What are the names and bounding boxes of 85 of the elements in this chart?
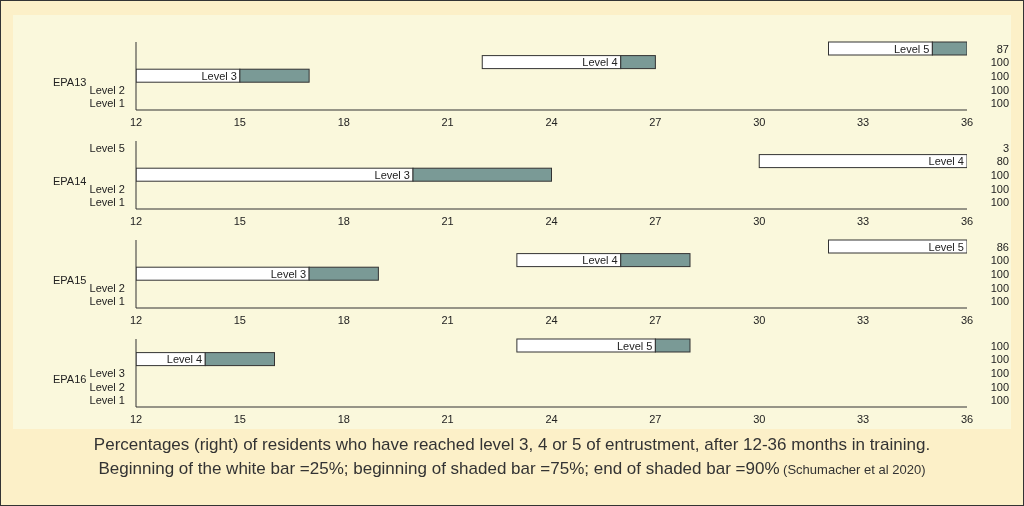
y2-tick-label: 100 bbox=[990, 281, 1009, 294]
x-tick-label: 24 bbox=[545, 412, 558, 425]
y-tick-label: Level 3 bbox=[270, 268, 307, 280]
x-tick-label: 33 bbox=[857, 412, 870, 425]
y-axis-title: EPA16 bbox=[53, 372, 87, 385]
y-tick-label: Level 2 bbox=[89, 281, 125, 294]
x-tick-label: 18 bbox=[337, 214, 350, 227]
x-tick-label: 12 bbox=[129, 214, 143, 227]
x-tick-label: 33 bbox=[857, 115, 870, 128]
x-tick-label: 15 bbox=[233, 313, 246, 326]
y2-tick-label: 87 bbox=[996, 42, 1009, 55]
y-tick-label: Level 4 bbox=[166, 353, 203, 366]
y-tick-label: Level 5 bbox=[928, 240, 964, 253]
x-tick-label: 15 bbox=[233, 214, 246, 227]
y-tick-label: Level 5 bbox=[893, 42, 930, 55]
x-tick-label: 21 bbox=[441, 214, 454, 227]
x-tick-label: 18 bbox=[337, 412, 350, 425]
y-tick-label: Level 1 bbox=[89, 295, 125, 308]
y2-tick-label: 100 bbox=[990, 353, 1009, 366]
x-tick-label: 24 bbox=[545, 313, 558, 326]
x-tick-label: 27 bbox=[649, 412, 662, 425]
bar bbox=[828, 239, 967, 254]
y-tick-label: Level 4 bbox=[582, 56, 618, 69]
y-tick-label: Level 2 bbox=[89, 182, 125, 195]
y2-tick-label: 100 bbox=[990, 394, 1009, 407]
x-tick-label: 27 bbox=[649, 214, 662, 227]
text: (Schumacher et al 2020) bbox=[782, 462, 926, 477]
x-tick-label: 15 bbox=[233, 412, 246, 425]
x-tick-label: 36 bbox=[960, 412, 974, 425]
text: Beginning of the white bar =25%; beginning of shaded bar =75%; end of shaded bar =90% bbox=[98, 459, 780, 478]
x-tick-label: 33 bbox=[857, 313, 870, 326]
x-tick-label: 27 bbox=[649, 115, 662, 128]
x-tick-label: 27 bbox=[649, 313, 662, 326]
y-tick-label: Level 4 bbox=[582, 254, 618, 267]
x-tick-label: 30 bbox=[753, 313, 766, 326]
y-tick-label: Level 1 bbox=[89, 394, 125, 407]
y2-tick-label: 100 bbox=[990, 182, 1009, 195]
x-tick-label: 24 bbox=[545, 214, 558, 227]
y-tick-label: Level 5 bbox=[616, 339, 653, 352]
x-tick-label: 18 bbox=[337, 115, 350, 128]
text: Percentages (right) of residents who have reached level 3, 4 or 5 of entrustment, after 12-36 months in training. bbox=[92, 434, 932, 456]
y2-tick-label: 80 bbox=[996, 155, 1009, 168]
y2-tick-label: 100 bbox=[990, 254, 1009, 267]
y-axis-title: EPA13 bbox=[53, 75, 87, 88]
x-tick-label: 12 bbox=[129, 115, 143, 128]
x-tick-label: 12 bbox=[129, 412, 143, 425]
x-tick-label: 30 bbox=[753, 412, 766, 425]
x-tick-label: 30 bbox=[753, 214, 766, 227]
y2-tick-label: 100 bbox=[990, 295, 1009, 308]
y2-tick-label: 100 bbox=[990, 339, 1009, 352]
y2-tick-label: 100 bbox=[990, 196, 1009, 209]
x-tick-label: 21 bbox=[441, 115, 454, 128]
x-tick-label: 33 bbox=[857, 214, 870, 227]
x-tick-label: 12 bbox=[129, 313, 143, 326]
y-tick-label: Level 3 bbox=[201, 70, 237, 82]
y2-tick-label: 100 bbox=[990, 268, 1009, 280]
y-tick-label: Level 3 bbox=[89, 367, 125, 379]
x-tick-label: 15 bbox=[233, 115, 246, 128]
y2-tick-label: 100 bbox=[990, 380, 1009, 393]
x-tick-label: 21 bbox=[441, 313, 454, 326]
y2-tick-label: 3 bbox=[1002, 141, 1009, 154]
y-axis-title: EPA14 bbox=[53, 174, 87, 187]
y-tick-label: Level 3 bbox=[374, 169, 410, 181]
y2-tick-label: 100 bbox=[990, 367, 1009, 379]
y2-tick-label: 100 bbox=[990, 83, 1009, 96]
y-axis-title: EPA15 bbox=[53, 273, 87, 286]
y-tick-label: Level 1 bbox=[89, 196, 125, 209]
y-tick-label: Level 2 bbox=[89, 380, 125, 393]
bar bbox=[758, 154, 967, 169]
y-tick-label: Level 4 bbox=[928, 155, 964, 168]
x-tick-label: 18 bbox=[337, 313, 350, 326]
y2-tick-label: 100 bbox=[990, 169, 1009, 181]
y2-tick-label: 100 bbox=[990, 97, 1009, 110]
x-tick-label: 36 bbox=[960, 115, 974, 128]
x-tick-label: 36 bbox=[960, 313, 974, 326]
y-tick-label: Level 1 bbox=[89, 97, 125, 110]
y2-tick-label: 86 bbox=[996, 240, 1009, 253]
x-tick-label: 36 bbox=[960, 214, 974, 227]
x-tick-label: 30 bbox=[753, 115, 766, 128]
x-tick-label: 24 bbox=[545, 115, 558, 128]
y2-tick-label: 100 bbox=[990, 70, 1009, 82]
y-tick-label: Level 2 bbox=[89, 83, 125, 96]
y2-tick-label: 100 bbox=[990, 56, 1009, 69]
y-tick-label: Level 5 bbox=[89, 141, 125, 154]
x-tick-label: 21 bbox=[441, 412, 454, 425]
